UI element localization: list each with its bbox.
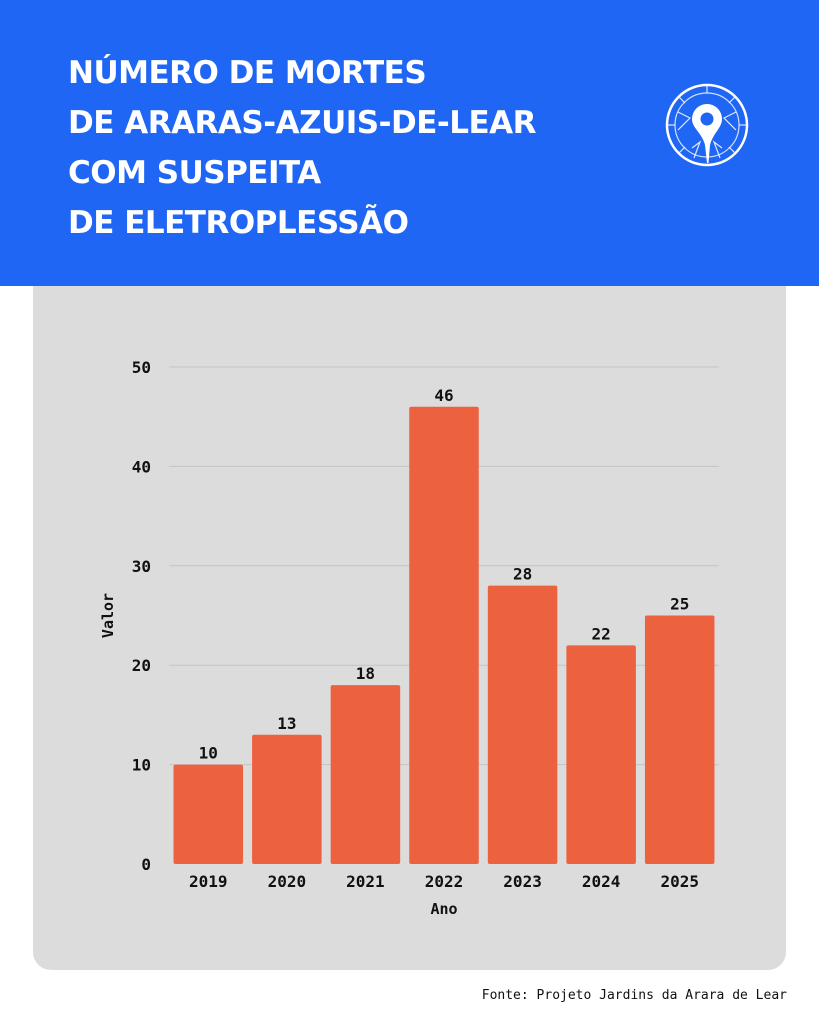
bar-chart: 0 10 20 30 40 50 10 2019 13 2020 18 2021 46 2022 28 202… bbox=[99, 358, 719, 918]
bar bbox=[330, 685, 401, 864]
title-line: DE ARARAS-AZUIS-DE-LEAR bbox=[68, 105, 537, 141]
bar bbox=[173, 764, 244, 864]
x-axis-label: Ano bbox=[430, 900, 457, 918]
x-tick-label: 2025 bbox=[660, 872, 699, 891]
bar bbox=[409, 406, 479, 864]
x-tick-label: 2020 bbox=[268, 872, 307, 891]
data-label: 22 bbox=[592, 624, 611, 643]
y-tick-label: 50 bbox=[132, 358, 151, 377]
chart-title: NÚMERO DE MORTES DE ARARAS-AZUIS-DE-LEAR… bbox=[68, 48, 537, 248]
x-tick-label: 2023 bbox=[503, 872, 542, 891]
data-label: 18 bbox=[356, 664, 375, 683]
y-tick-label: 30 bbox=[132, 557, 151, 576]
title-line: NÚMERO DE MORTES bbox=[68, 55, 427, 91]
data-label: 10 bbox=[199, 744, 218, 763]
map-pin-pattern-icon bbox=[665, 83, 749, 167]
y-tick-label: 20 bbox=[132, 656, 151, 675]
bar bbox=[644, 615, 715, 864]
x-tick-label: 2022 bbox=[425, 872, 464, 891]
y-tick-label: 0 bbox=[141, 855, 151, 874]
title-line: COM SUSPEITA bbox=[68, 155, 321, 191]
y-tick-label: 40 bbox=[132, 457, 151, 476]
bar bbox=[566, 645, 636, 864]
bar bbox=[487, 585, 558, 864]
y-tick-label: 10 bbox=[132, 756, 151, 775]
source-note: Fonte: Projeto Jardins da Arara de Lear bbox=[481, 988, 787, 1003]
x-tick-label: 2024 bbox=[582, 872, 621, 891]
data-label: 28 bbox=[513, 565, 532, 584]
x-tick-label: 2019 bbox=[189, 872, 228, 891]
header-banner: NÚMERO DE MORTES DE ARARAS-AZUIS-DE-LEAR… bbox=[0, 0, 819, 286]
data-label: 25 bbox=[670, 595, 689, 614]
data-label: 46 bbox=[434, 386, 453, 405]
y-axis-label: Valor bbox=[99, 593, 117, 638]
chart-panel: 0 10 20 30 40 50 10 2019 13 2020 18 2021 46 2022 28 202… bbox=[33, 286, 786, 970]
x-tick-label: 2021 bbox=[346, 872, 385, 891]
bar bbox=[252, 734, 322, 864]
title-line: DE ELETROPLESSÃO bbox=[68, 205, 409, 241]
data-label: 13 bbox=[277, 714, 296, 733]
